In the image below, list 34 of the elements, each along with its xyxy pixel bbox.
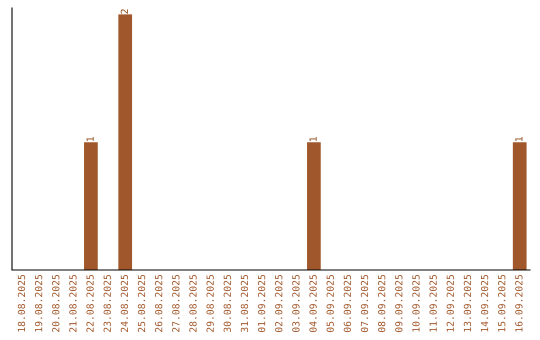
- x-tick-label: 12.09.2025: [446, 274, 454, 332]
- x-tick-label: 21.08.2025: [69, 274, 77, 332]
- data-label: 1: [515, 137, 522, 142]
- x-tick-label: 11.09.2025: [429, 274, 437, 332]
- x-tick-label: 08.09.2025: [378, 274, 386, 332]
- x-tick-label: 18.08.2025: [18, 274, 26, 332]
- x-tick-label: 19.08.2025: [34, 274, 42, 332]
- x-tick-label: 20.08.2025: [52, 274, 60, 332]
- x-tick-label: 22.08.2025: [86, 274, 94, 332]
- x-tick-label: 16.09.2025: [515, 274, 523, 332]
- x-tick-label: 31.08.2025: [240, 274, 248, 332]
- x-tick-label: 28.08.2025: [189, 274, 197, 332]
- x-tick-label: 04.09.2025: [309, 274, 317, 332]
- x-tick-label: 10.09.2025: [412, 274, 420, 332]
- x-tick-label: 23.08.2025: [104, 274, 111, 332]
- x-tick-label: 15.09.2025: [498, 274, 506, 332]
- x-tick-label: 26.08.2025: [155, 274, 162, 332]
- x-tick-label: 27.08.2025: [172, 274, 180, 332]
- x-tick-label: 30.08.2025: [224, 274, 231, 332]
- data-label: 1: [310, 137, 317, 142]
- x-tick-label: 24.08.2025: [120, 274, 128, 332]
- x-tick-label: 03.09.2025: [292, 274, 300, 332]
- x-tick-label: 01.09.2025: [258, 274, 266, 332]
- data-label: 2: [120, 9, 128, 14]
- data-label: 1: [86, 137, 94, 142]
- x-tick-label: 14.09.2025: [480, 274, 488, 332]
- x-tick-label: 05.09.2025: [326, 274, 334, 332]
- x-tick-label: 09.09.2025: [395, 274, 402, 332]
- x-tick-label: 13.09.2025: [464, 274, 472, 332]
- x-tick-label: 06.09.2025: [344, 274, 352, 332]
- x-tick-label: 07.09.2025: [360, 274, 368, 332]
- x-tick-label: 25.08.2025: [138, 274, 146, 332]
- x-tick-label: 29.08.2025: [206, 274, 214, 332]
- x-tick-label: 02.09.2025: [275, 274, 282, 332]
